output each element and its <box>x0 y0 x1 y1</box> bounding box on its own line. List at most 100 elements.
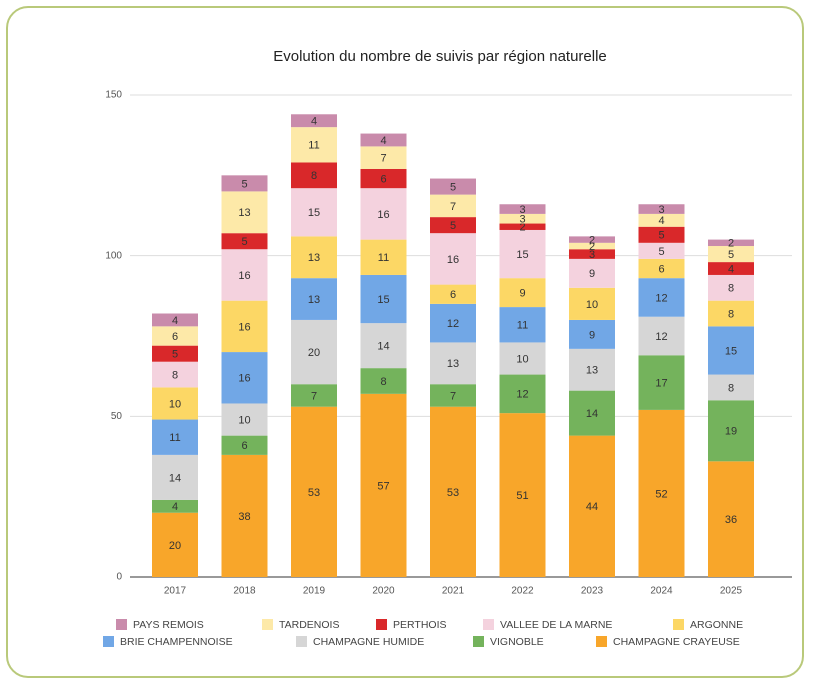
card <box>6 6 804 678</box>
legend-swatch <box>376 619 387 630</box>
legend-label: PAYS REMOIS <box>133 619 204 631</box>
data-label: 4 <box>658 215 664 227</box>
chart-title: Evolution du nombre de suivis par région… <box>273 48 607 65</box>
data-label: 2 <box>589 235 595 247</box>
data-label: 7 <box>450 201 456 213</box>
x-tick-label: 2025 <box>720 586 743 597</box>
bar-segment <box>430 303 476 343</box>
data-label: 13 <box>308 252 320 264</box>
data-label: 5 <box>658 246 664 258</box>
legend-label: VALLEE DE LA MARNE <box>500 619 612 631</box>
legend-swatch <box>116 619 127 630</box>
bar-segment <box>499 374 546 414</box>
bar-segment <box>638 409 685 577</box>
data-label: 17 <box>655 377 667 389</box>
bar-segment <box>708 300 754 327</box>
bar-segment <box>430 284 476 304</box>
x-tick-label: 2022 <box>511 586 534 597</box>
x-tick-label: 2021 <box>442 586 465 597</box>
data-label: 3 <box>519 214 525 226</box>
bar-segment <box>569 319 615 349</box>
data-label: 2 <box>589 241 595 253</box>
data-label: 15 <box>308 207 320 219</box>
data-label: 8 <box>728 308 734 320</box>
data-label: 5 <box>658 230 664 242</box>
y-tick-label: 50 <box>111 411 123 422</box>
data-label: 16 <box>238 270 250 282</box>
bar-segment <box>152 326 198 346</box>
bar-segment <box>221 454 268 577</box>
bar-segment <box>569 258 615 288</box>
bar-segment <box>430 384 476 407</box>
bar-segment <box>430 194 476 218</box>
data-label: 4 <box>172 315 178 327</box>
data-label: 38 <box>238 511 250 523</box>
data-label: 6 <box>172 331 178 343</box>
bar-segment <box>221 435 268 455</box>
bar-segment <box>430 406 476 577</box>
bar-segment <box>708 461 754 577</box>
bar-segment <box>708 239 754 247</box>
data-label: 8 <box>380 376 386 388</box>
data-label: 7 <box>311 390 317 402</box>
data-label: 3 <box>519 204 525 216</box>
data-label: 4 <box>728 263 734 275</box>
bar-segment <box>360 323 407 369</box>
bar-segment <box>291 278 337 320</box>
data-label: 13 <box>447 358 459 370</box>
bar-segment <box>152 345 198 362</box>
bar-segment <box>152 454 198 500</box>
bar-segment <box>291 236 337 279</box>
data-label: 5 <box>450 181 456 193</box>
bar-segment <box>708 246 754 263</box>
legend-label: BRIE CHAMPENNOISE <box>120 636 233 648</box>
data-label: 8 <box>728 382 734 394</box>
bar-segment <box>569 242 615 250</box>
bar-segment <box>291 384 337 407</box>
x-tick-label: 2020 <box>372 586 395 597</box>
data-label: 8 <box>172 369 178 381</box>
bar-segment <box>360 133 407 147</box>
data-label: 19 <box>725 426 737 438</box>
bar-segment <box>499 307 546 343</box>
data-label: 3 <box>589 249 595 261</box>
bar-segment <box>499 413 546 577</box>
data-label: 12 <box>516 389 528 401</box>
data-label: 5 <box>728 249 734 261</box>
data-label: 14 <box>169 472 181 484</box>
data-label: 6 <box>380 173 386 185</box>
data-label: 8 <box>728 283 734 295</box>
data-label: 6 <box>241 440 247 452</box>
data-label: 13 <box>586 365 598 377</box>
data-label: 51 <box>516 490 528 502</box>
legend-label: PERTHOIS <box>393 619 446 631</box>
data-label: 52 <box>655 488 667 500</box>
data-label: 4 <box>380 135 386 147</box>
y-tick-label: 100 <box>105 250 122 261</box>
data-label: 14 <box>586 408 598 420</box>
data-label: 12 <box>447 318 459 330</box>
bar-segment <box>569 390 615 436</box>
data-label: 6 <box>658 263 664 275</box>
x-tick-label: 2018 <box>233 586 256 597</box>
data-label: 16 <box>238 321 250 333</box>
bar-segment <box>152 387 198 420</box>
legend-swatch <box>296 636 307 647</box>
bar-segment <box>638 278 685 317</box>
data-label: 36 <box>725 514 737 526</box>
bar-segment <box>221 233 268 250</box>
data-label: 2 <box>728 238 734 250</box>
x-tick-label: 2019 <box>303 586 326 597</box>
x-tick-label: 2017 <box>164 586 187 597</box>
bar-segment <box>430 342 476 385</box>
data-label: 16 <box>447 254 459 266</box>
bar-segment <box>499 342 546 375</box>
bar-segment <box>569 287 615 320</box>
legend-label: VIGNOBLE <box>490 636 544 648</box>
legend-label: CHAMPAGNE HUMIDE <box>313 636 424 648</box>
bar-segment <box>221 403 268 436</box>
bar-segment <box>638 226 685 243</box>
bar-segment <box>708 374 754 401</box>
data-label: 10 <box>238 414 250 426</box>
x-tick-label: 2024 <box>650 586 673 597</box>
